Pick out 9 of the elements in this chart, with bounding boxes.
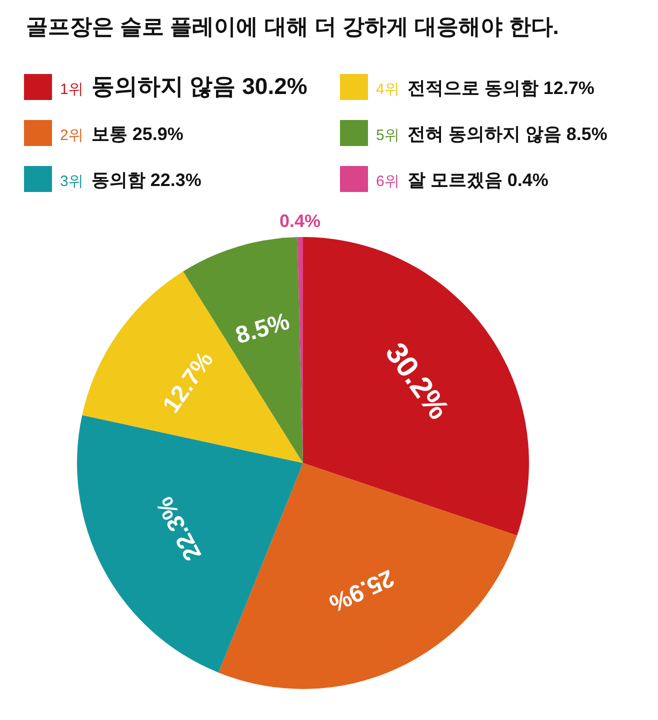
legend-label: 4위 전적으로 동의함 12.7% — [376, 78, 594, 98]
legend-label: 3위 동의함 22.3% — [60, 170, 202, 190]
title: 골프장은 슬로 플레이에 대해 더 강하게 대응해야 한다. — [26, 14, 559, 39]
slice-label: 0.4% — [279, 211, 320, 232]
legend-label: 1위 동의하지 않음 30.2% — [60, 73, 308, 99]
legend-label: 2위 보통 25.9% — [60, 124, 184, 144]
legend-label: 5위 전혀 동의하지 않음 8.5% — [376, 124, 608, 144]
slice-label: 8.5% — [232, 308, 293, 350]
legend-label: 6위 잘 모르겠음 0.4% — [376, 170, 548, 190]
